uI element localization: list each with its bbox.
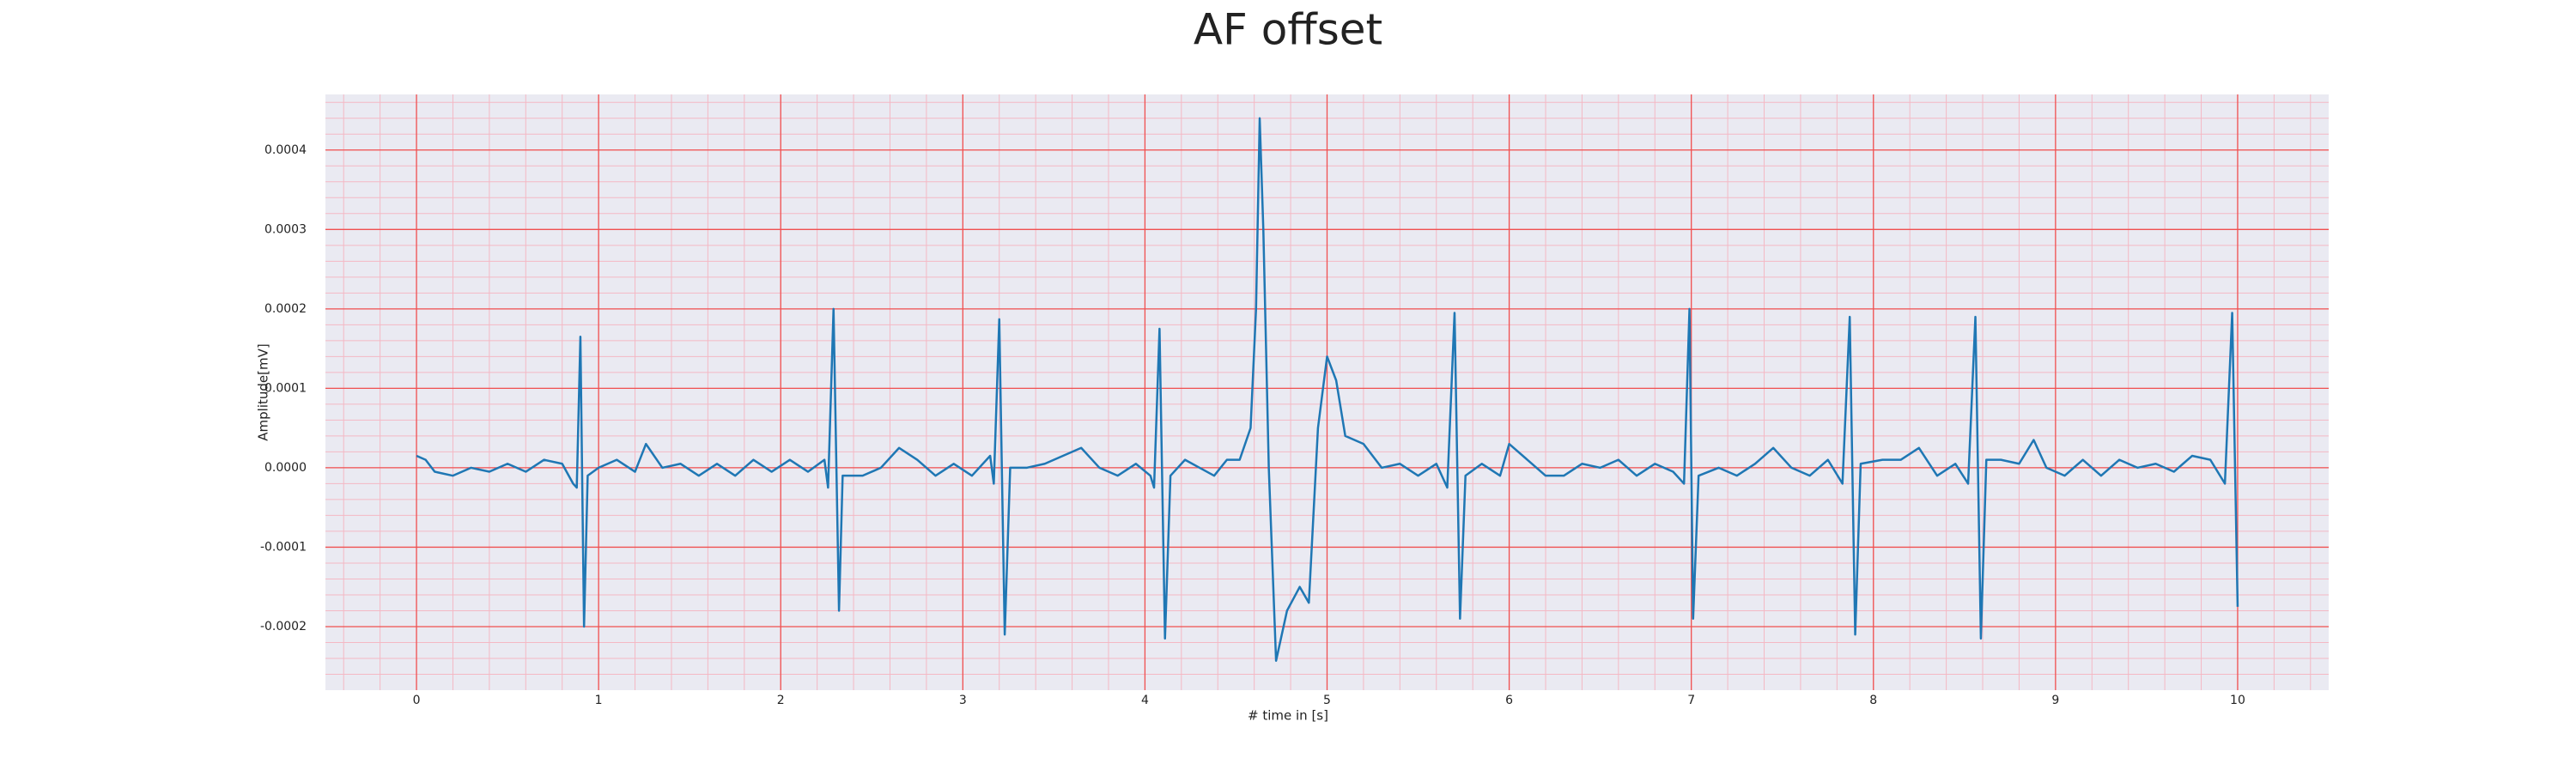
x-tick-label: 8 — [1869, 694, 1877, 707]
x-axis-label: # time in [s] — [1248, 708, 1328, 724]
x-tick-label: 3 — [959, 694, 967, 707]
y-tick-label: 0.0003 — [264, 222, 307, 236]
y-tick-label: 0.0001 — [264, 381, 307, 395]
y-tick-label: -0.0001 — [260, 540, 307, 554]
y-axis-label: Amplitude[mV] — [256, 343, 271, 440]
x-tick-label: 4 — [1141, 694, 1149, 707]
x-tick-label: 6 — [1505, 694, 1513, 707]
x-tick-label: 1 — [595, 694, 603, 707]
y-tick-label: -0.0002 — [260, 620, 307, 634]
x-tick-label: 9 — [2051, 694, 2059, 707]
x-tick-label: 2 — [777, 694, 785, 707]
x-tick-label: 0 — [413, 694, 421, 707]
x-tick-label: 10 — [2230, 694, 2245, 707]
y-tick-label: 0.0000 — [264, 461, 307, 475]
y-tick-label: 0.0002 — [264, 302, 307, 316]
x-tick-label: 7 — [1687, 694, 1695, 707]
x-tick-label: 5 — [1323, 694, 1331, 707]
y-tick-label: 0.0004 — [264, 143, 307, 157]
line — [416, 117, 2239, 663]
chart-title: AF offset — [1194, 5, 1382, 55]
